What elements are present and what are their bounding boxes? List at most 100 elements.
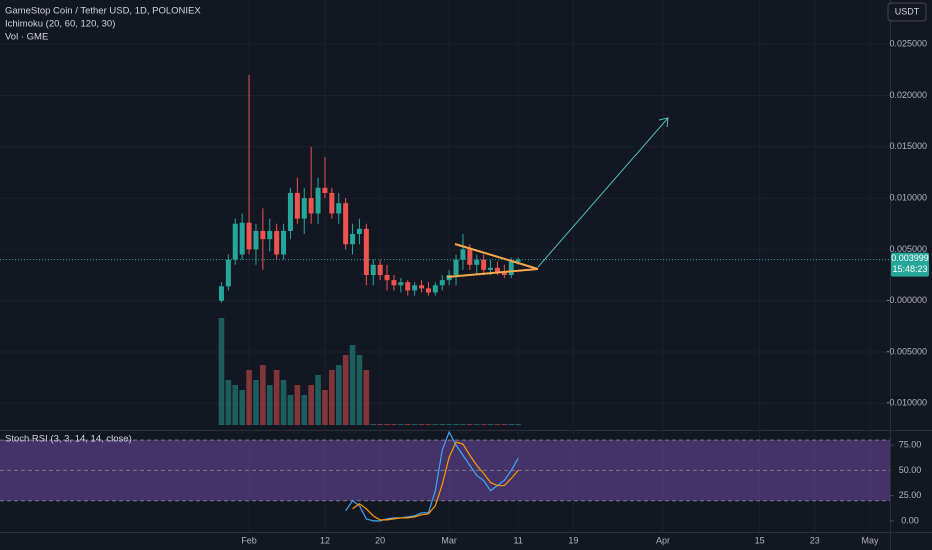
volume-bar	[418, 424, 425, 425]
last-price-box	[891, 252, 929, 277]
indicator-label: Ichimoku (20, 60, 120, 30)	[5, 19, 115, 30]
candle-body	[308, 198, 314, 214]
currency-button[interactable]	[887, 2, 927, 22]
volume-bar	[294, 385, 301, 425]
candle-body	[246, 222, 252, 250]
candle-body	[508, 261, 514, 276]
volume-bar	[515, 424, 521, 425]
stoch-tick-label: 50.00	[899, 465, 922, 475]
volume-bar	[273, 370, 280, 425]
triangle-lower	[446, 268, 539, 278]
volume-bar	[480, 424, 487, 425]
volume-bar	[335, 365, 342, 425]
candle-body	[253, 230, 259, 250]
arrow-line	[537, 117, 669, 268]
x-tick-label: 19	[568, 535, 578, 545]
volume-bar	[260, 365, 266, 425]
volume-bar	[494, 424, 501, 425]
candle-body	[460, 249, 466, 260]
volume-label: Vol · GME	[5, 32, 48, 43]
volume-bar	[446, 424, 452, 425]
stoch-tick-label: 25.00	[899, 490, 922, 500]
volume-bar	[218, 318, 225, 425]
volume-bar	[432, 424, 439, 425]
stoch-tick-label: 0.00	[901, 515, 919, 525]
candle-body	[281, 230, 287, 255]
volume-bar	[439, 424, 446, 425]
volume-bar	[253, 380, 259, 425]
volume-bar	[301, 395, 308, 425]
candle-body	[315, 187, 321, 214]
candle-body	[287, 192, 293, 231]
stoch-line	[352, 441, 519, 521]
volume-bar	[246, 370, 252, 425]
candle-body	[363, 228, 369, 276]
candle-body	[336, 203, 342, 214]
volume-bar	[391, 424, 397, 425]
volume-bar	[315, 375, 321, 425]
candle-body	[419, 285, 425, 289]
volume-bar	[225, 380, 232, 425]
volume-bar	[404, 424, 411, 425]
volume-bar	[370, 424, 377, 425]
y-tick-label: 0.005000	[889, 244, 927, 254]
candle-body	[377, 264, 383, 276]
candle-body	[225, 259, 231, 287]
candle-body	[370, 264, 376, 276]
volume-bar	[287, 395, 294, 425]
candle-body	[467, 249, 473, 265]
arrow-head	[658, 117, 669, 128]
candle-body	[322, 187, 328, 193]
candle-body	[329, 192, 335, 214]
volume-bar	[356, 355, 363, 425]
x-tick-label: 12	[320, 535, 330, 545]
volume-bar	[342, 355, 349, 425]
x-tick-label: 15	[755, 535, 765, 545]
candle-body	[439, 280, 445, 286]
volume-bar	[363, 370, 370, 425]
candle-body	[405, 282, 411, 291]
candle-body	[425, 288, 431, 293]
y-tick-label: 0.015000	[889, 141, 927, 151]
last-price-label: 0.003999	[891, 253, 929, 263]
candle-body	[218, 286, 224, 301]
candle-body	[232, 223, 238, 260]
chart-title: GameStop Coin / Tether USD, 1D, POLONIEX	[5, 6, 201, 17]
candle-body	[501, 271, 507, 276]
candle-body	[384, 275, 390, 281]
candle-body	[343, 203, 349, 245]
volume-bar	[425, 424, 432, 425]
candle-body	[453, 259, 459, 276]
volume-bar	[398, 424, 404, 425]
candle-body	[432, 285, 438, 293]
volume-bar	[501, 424, 508, 425]
y-tick-label: -0.010000	[886, 398, 927, 408]
candle-body	[398, 282, 404, 286]
x-tick-label: 11	[513, 535, 522, 545]
volume-bar	[349, 345, 356, 425]
y-tick-label: -0.005000	[886, 346, 927, 356]
volume-bar	[280, 380, 287, 425]
currency[interactable]: USDT	[895, 6, 920, 16]
volume-bar	[411, 424, 418, 425]
volume-bar	[232, 385, 239, 425]
x-tick-label: 23	[810, 535, 820, 545]
stoch-line	[345, 430, 519, 522]
x-tick-label: May	[861, 535, 879, 545]
x-tick-label: 20	[375, 535, 385, 545]
volume-bar	[460, 424, 466, 425]
x-tick-label: Feb	[241, 535, 257, 545]
candle-body	[474, 259, 480, 265]
volume-bar	[473, 424, 480, 425]
volume-bar	[508, 424, 515, 425]
volume-bar	[384, 424, 390, 425]
volume-bar	[329, 370, 335, 425]
candle-body	[494, 267, 500, 272]
x-tick-label: Mar	[441, 535, 457, 545]
stoch-tick-label: 75.00	[899, 440, 922, 450]
volume-bar	[266, 385, 273, 425]
volume-bar	[453, 424, 459, 425]
candle-body	[301, 198, 307, 219]
